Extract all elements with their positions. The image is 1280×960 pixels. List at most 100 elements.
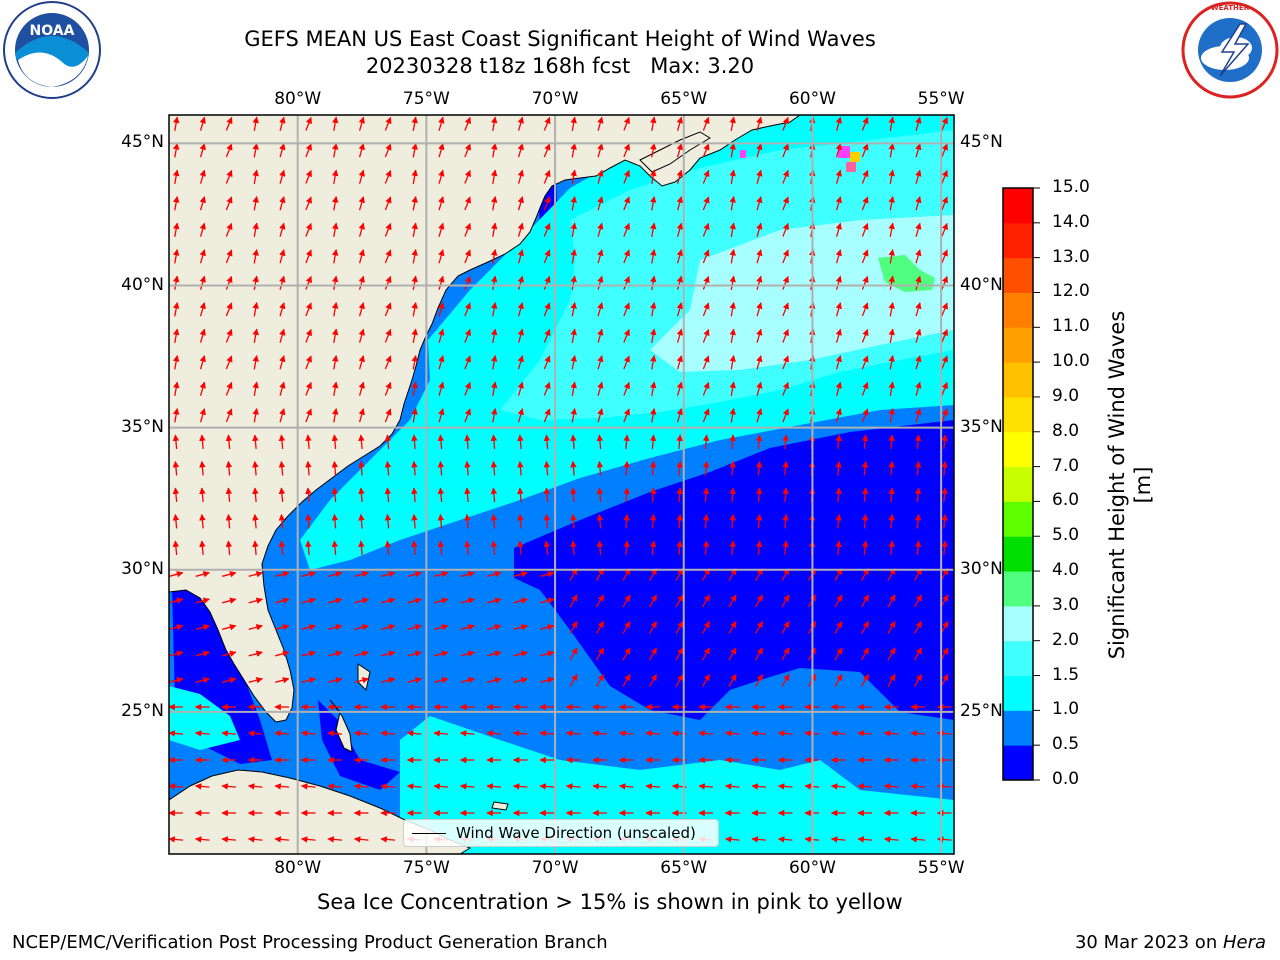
wave-direction-arrow xyxy=(172,275,180,291)
wave-direction-arrow xyxy=(754,594,764,608)
wave-direction-arrow xyxy=(222,624,237,631)
wave-direction-arrow xyxy=(490,142,498,158)
wave-direction-arrow xyxy=(460,571,475,578)
wave-direction-arrow xyxy=(490,407,498,423)
longitude-label: 75°W xyxy=(402,89,450,109)
wave-direction-arrow xyxy=(543,434,551,450)
wave-direction-arrow xyxy=(648,647,658,661)
wave-direction-arrow xyxy=(915,355,922,370)
wave-direction-arrow xyxy=(464,143,471,158)
wave-direction-arrow xyxy=(380,730,396,737)
wave-direction-arrow xyxy=(910,783,926,790)
wave-direction-arrow xyxy=(490,328,498,344)
colorbar-segment xyxy=(1003,605,1033,642)
wave-direction-arrow xyxy=(305,275,312,290)
wave-direction-arrow xyxy=(225,116,233,131)
wave-direction-arrow xyxy=(861,116,869,131)
wave-direction-arrow xyxy=(835,434,842,450)
colorbar-tick-label: 5.0 xyxy=(1052,525,1080,546)
wave-direction-arrow xyxy=(676,302,683,317)
wave-direction-arrow xyxy=(861,355,869,370)
wave-direction-arrow xyxy=(914,540,922,556)
wave-direction-arrow xyxy=(464,434,471,450)
wave-direction-arrow xyxy=(331,407,339,423)
latitude-label: 35°N xyxy=(121,416,164,437)
wave-direction-arrow xyxy=(649,142,657,158)
wave-direction-arrow xyxy=(756,143,763,158)
wave-direction-arrow xyxy=(434,677,449,684)
wave-direction-arrow xyxy=(701,647,711,661)
wave-direction-arrow xyxy=(570,275,577,291)
wave-direction-arrow xyxy=(278,540,286,556)
wave-direction-arrow xyxy=(857,836,873,843)
wave-direction-arrow xyxy=(252,487,259,503)
wave-direction-arrow xyxy=(513,677,528,684)
wave-direction-arrow xyxy=(861,381,869,396)
wave-direction-arrow xyxy=(252,434,259,450)
wave-direction-arrow xyxy=(411,328,418,344)
wave-direction-arrow xyxy=(592,783,608,790)
wave-direction-arrow xyxy=(597,143,604,158)
wave-direction-arrow xyxy=(490,248,498,264)
wave-direction-arrow xyxy=(861,196,869,211)
wave-direction-arrow xyxy=(676,408,683,423)
wave-direction-arrow xyxy=(782,487,789,503)
wave-direction-arrow xyxy=(676,275,683,290)
latitude-label: 30°N xyxy=(121,558,164,579)
wave-direction-arrow xyxy=(199,302,206,317)
wave-direction-arrow xyxy=(649,275,657,291)
wave-direction-arrow xyxy=(358,540,365,556)
wave-direction-arrow xyxy=(252,540,259,556)
wave-direction-arrow xyxy=(729,222,736,238)
wave-direction-arrow xyxy=(252,222,259,238)
wave-direction-arrow xyxy=(305,222,312,237)
wave-direction-arrow xyxy=(649,248,657,264)
wave-direction-arrow xyxy=(354,650,369,657)
wave-direction-arrow xyxy=(888,381,895,397)
wave-direction-arrow xyxy=(305,169,312,184)
wave-direction-arrow xyxy=(570,460,577,476)
wave-direction-arrow xyxy=(676,222,683,237)
wave-direction-arrow xyxy=(543,275,551,290)
wave-direction-arrow xyxy=(702,381,710,396)
wave-direction-arrow xyxy=(358,143,365,158)
wave-direction-arrow xyxy=(649,195,657,211)
wave-direction-arrow xyxy=(623,249,630,264)
wave-direction-arrow xyxy=(835,169,842,184)
wave-direction-arrow xyxy=(702,222,710,237)
wave-direction-arrow xyxy=(358,222,365,237)
wave-direction-arrow xyxy=(279,328,286,343)
wave-direction-arrow xyxy=(729,275,736,291)
wave-direction-arrow xyxy=(755,513,763,529)
wave-direction-arrow xyxy=(487,677,502,684)
wave-direction-arrow xyxy=(279,116,286,131)
wave-direction-arrow xyxy=(222,571,237,578)
wave-direction-arrow xyxy=(860,647,870,661)
wave-direction-arrow xyxy=(438,408,445,423)
wave-direction-arrow xyxy=(434,571,449,578)
wave-direction-arrow xyxy=(305,408,312,423)
wave-direction-arrow xyxy=(438,143,445,158)
wave-direction-arrow xyxy=(517,434,524,450)
wave-direction-arrow xyxy=(381,650,396,657)
wave-direction-arrow xyxy=(279,143,286,158)
wave-direction-arrow xyxy=(883,836,899,843)
wave-direction-arrow xyxy=(543,381,551,396)
wave-direction-arrow xyxy=(438,381,445,396)
colorbar-title: Significant Height of Wind Waves [m] xyxy=(1105,310,1155,660)
wave-direction-arrow xyxy=(172,513,180,529)
wave-direction-arrow xyxy=(247,783,263,790)
colorbar-segment xyxy=(1003,640,1033,677)
wave-direction-arrow xyxy=(649,354,657,370)
wave-direction-arrow xyxy=(941,460,948,476)
wave-direction-arrow xyxy=(756,302,763,317)
wave-direction-arrow xyxy=(729,301,736,317)
colorbar-tick-label: 13.0 xyxy=(1052,246,1090,267)
wave-direction-arrow xyxy=(623,355,630,370)
wave-direction-arrow xyxy=(888,275,895,291)
wave-direction-arrow xyxy=(328,597,343,604)
wave-direction-arrow xyxy=(358,196,365,211)
wave-direction-arrow xyxy=(487,650,502,657)
wave-direction-arrow xyxy=(888,513,895,529)
footer-host: Hera xyxy=(1222,932,1266,953)
